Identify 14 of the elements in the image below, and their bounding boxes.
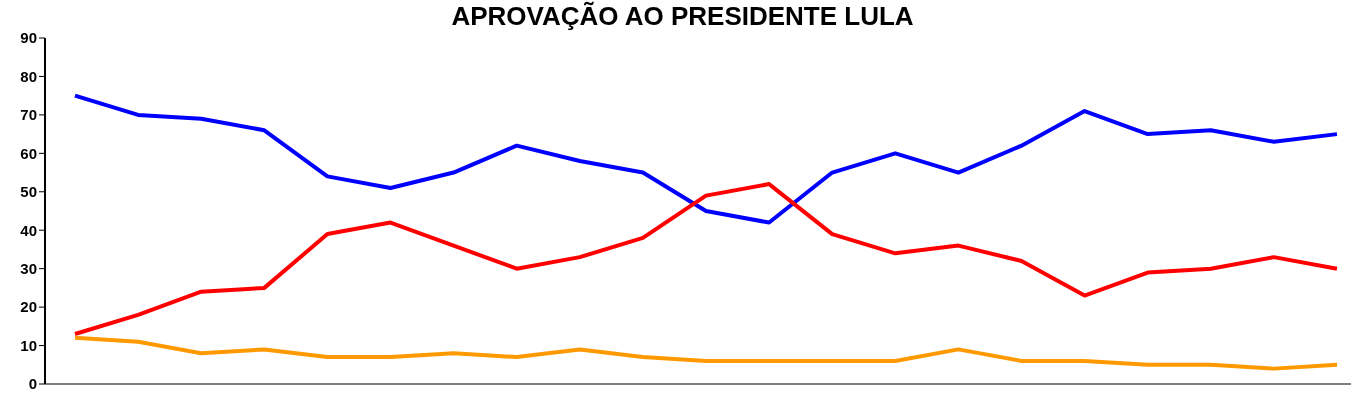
y-tick-label: 20 <box>20 298 37 316</box>
y-tick-label: 0 <box>28 375 37 393</box>
y-tick-label: 70 <box>20 106 37 124</box>
chart-title: APROVAÇÃO AO PRESIDENTE LULA <box>451 1 914 31</box>
line-series <box>73 182 1339 337</box>
y-tick-label: 60 <box>20 144 37 162</box>
line-series <box>73 93 1339 225</box>
y-tick-label: 80 <box>20 67 37 85</box>
y-tick-label: 10 <box>20 336 37 354</box>
line-series <box>73 335 1339 371</box>
y-tick-label: 50 <box>20 183 37 201</box>
y-tick-label: 30 <box>20 259 37 277</box>
y-tick-label: 40 <box>20 221 37 239</box>
y-tick-label: 90 <box>20 29 37 47</box>
